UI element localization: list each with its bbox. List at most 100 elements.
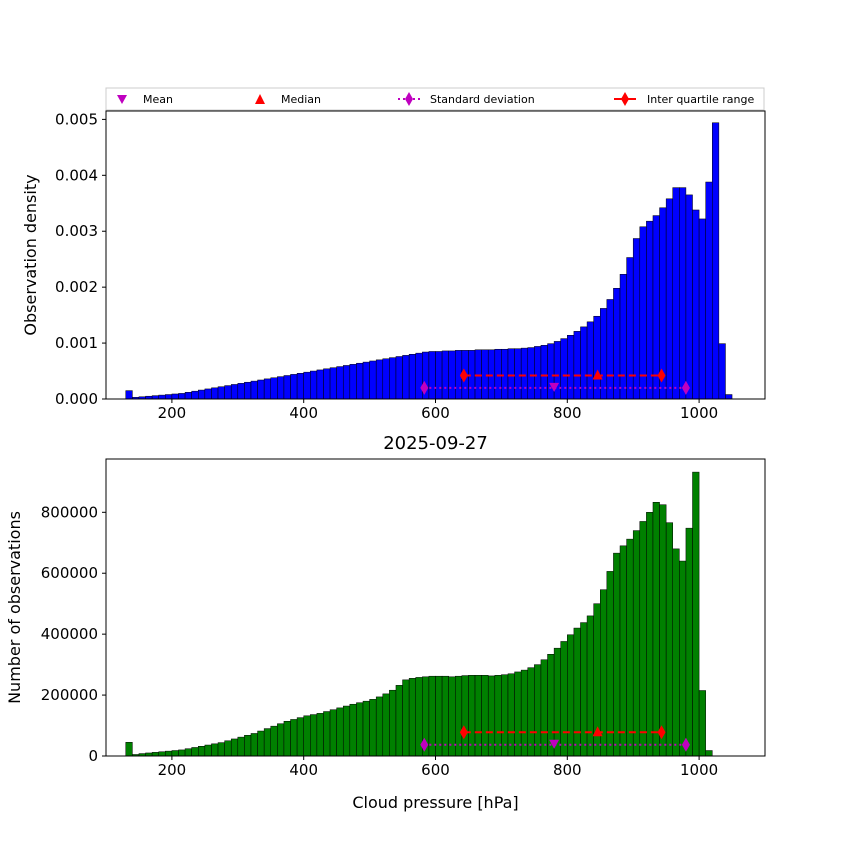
bar bbox=[270, 377, 278, 400]
bar bbox=[369, 360, 377, 400]
bar bbox=[277, 376, 285, 400]
median-marker bbox=[592, 726, 603, 737]
std-marker bbox=[420, 737, 429, 752]
bar bbox=[705, 181, 713, 400]
bar bbox=[296, 717, 304, 757]
bar bbox=[494, 348, 502, 400]
bars bbox=[125, 122, 733, 400]
bar bbox=[600, 308, 608, 400]
bar bbox=[679, 560, 687, 757]
bar bbox=[178, 749, 186, 757]
bar bbox=[395, 356, 403, 400]
bar bbox=[158, 751, 166, 757]
y-axis: 0 200000 400000 600000 800000 bbox=[41, 503, 106, 765]
bar bbox=[263, 378, 272, 400]
legend-iqr-label: Inter quartile range bbox=[647, 93, 754, 106]
bar bbox=[646, 220, 654, 400]
bar bbox=[672, 187, 680, 400]
bar bbox=[435, 351, 443, 400]
bar bbox=[685, 194, 693, 400]
bar bbox=[191, 747, 199, 757]
bar bbox=[402, 679, 410, 757]
x-tick-label: 200 bbox=[158, 404, 187, 422]
bar bbox=[725, 394, 733, 400]
bar bbox=[514, 671, 522, 757]
y-tick-label: 0.003 bbox=[55, 222, 98, 240]
bar bbox=[613, 288, 621, 400]
bar bbox=[520, 347, 529, 400]
bar bbox=[349, 364, 357, 400]
bar bbox=[125, 390, 133, 400]
bar bbox=[230, 384, 239, 400]
y-tick-label: 0.004 bbox=[55, 166, 98, 184]
y-tick-label: 800000 bbox=[41, 503, 98, 521]
bar bbox=[204, 388, 212, 400]
summary-markers bbox=[420, 368, 690, 395]
legend-mean-marker bbox=[117, 95, 127, 104]
bar bbox=[389, 357, 397, 400]
bar bbox=[257, 379, 265, 400]
bar bbox=[237, 383, 245, 400]
y-tick-label: 0.001 bbox=[55, 334, 98, 352]
bar bbox=[158, 394, 166, 400]
std-marker bbox=[681, 380, 690, 395]
bar bbox=[316, 369, 324, 400]
bar bbox=[619, 274, 627, 400]
bar bbox=[329, 709, 337, 757]
bar bbox=[184, 392, 192, 400]
bar bbox=[474, 349, 482, 400]
legend-entry-mean: Mean bbox=[117, 93, 173, 106]
bar bbox=[323, 711, 331, 757]
bar bbox=[514, 348, 522, 400]
bar bbox=[712, 122, 720, 400]
bar bbox=[659, 504, 667, 757]
std-marker bbox=[420, 380, 429, 395]
bar bbox=[408, 678, 416, 757]
bar bbox=[606, 571, 614, 757]
iqr-marker bbox=[657, 368, 666, 383]
legend-std-label: Standard deviation bbox=[430, 93, 535, 106]
bar bbox=[369, 699, 377, 757]
bar bbox=[501, 348, 509, 400]
bar bbox=[375, 696, 384, 757]
y-tick-label: 0.005 bbox=[55, 110, 98, 128]
x-tick-label: 800 bbox=[553, 404, 582, 422]
bar bbox=[389, 689, 397, 757]
x-axis: 200 400 600 800 1000 bbox=[158, 399, 718, 422]
std-marker bbox=[681, 737, 690, 752]
bar bbox=[632, 530, 641, 757]
bar bbox=[606, 299, 614, 400]
bar bbox=[428, 351, 436, 400]
bar bbox=[567, 634, 575, 757]
bar bbox=[626, 257, 634, 400]
median-marker bbox=[592, 369, 603, 380]
bar bbox=[178, 393, 186, 400]
bar bbox=[310, 714, 318, 757]
bar bbox=[382, 693, 390, 757]
bar bbox=[534, 664, 542, 757]
y-axis-label: Number of observations bbox=[5, 511, 24, 704]
bar bbox=[296, 373, 304, 400]
bar bbox=[198, 746, 206, 757]
bar bbox=[626, 538, 634, 757]
bar bbox=[593, 315, 601, 400]
bar bbox=[520, 669, 529, 757]
bar bbox=[619, 545, 627, 757]
bar bbox=[362, 700, 370, 757]
iqr-marker bbox=[459, 725, 468, 740]
bar bbox=[586, 615, 594, 757]
bar bbox=[481, 349, 489, 400]
bar bbox=[237, 736, 245, 757]
bar bbox=[204, 744, 212, 757]
bar bbox=[698, 218, 706, 400]
bar bbox=[303, 715, 311, 757]
bar bbox=[534, 346, 542, 400]
legend-entry-std: Standard deviation bbox=[398, 92, 535, 106]
bar bbox=[441, 350, 449, 400]
iqr-marker bbox=[459, 368, 468, 383]
bar bbox=[507, 673, 515, 757]
bar bbox=[290, 719, 298, 757]
legend: Mean Median Standard deviation Inter qua… bbox=[105, 87, 765, 111]
bar bbox=[165, 750, 173, 757]
